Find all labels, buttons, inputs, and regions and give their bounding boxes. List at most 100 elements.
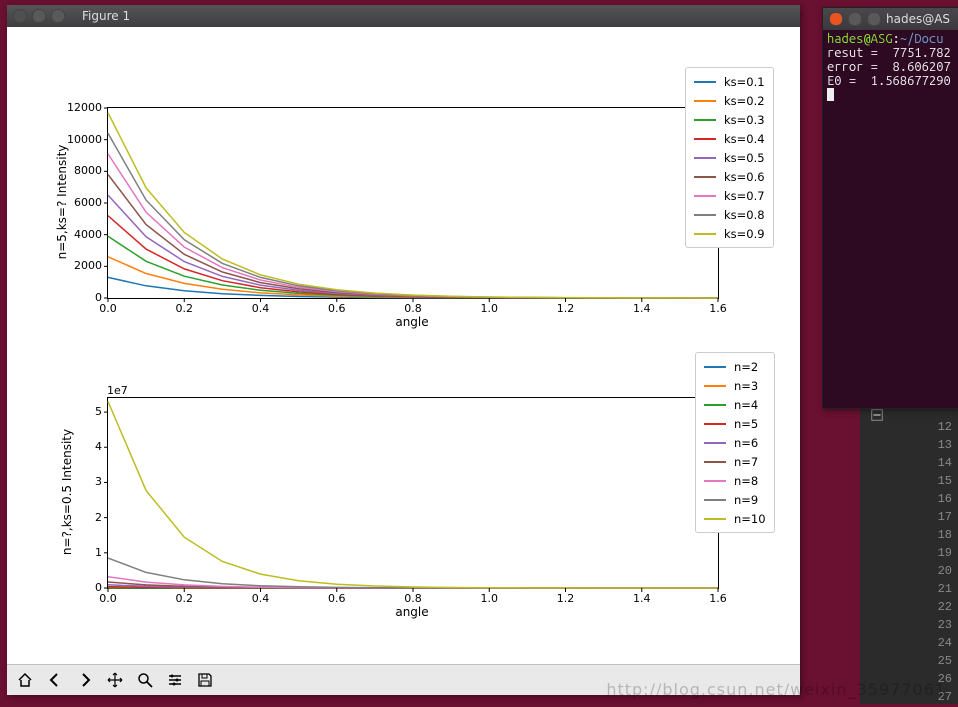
legend-swatch-icon [694, 100, 716, 102]
chart-2-sci: 1e7 [107, 384, 128, 397]
terminal-body[interactable]: hades@ASG:~/Docu resut = 7751.782 error … [823, 30, 958, 408]
xtick: 1.2 [557, 302, 575, 315]
legend-label: n=7 [734, 455, 758, 469]
configure-subplots-button[interactable] [161, 667, 189, 693]
xtick: 0.8 [404, 302, 422, 315]
desktop: 1213141516171819202122232425262728 hades… [0, 0, 958, 707]
close-icon[interactable] [829, 12, 843, 26]
legend-label: ks=0.5 [724, 151, 765, 165]
legend-label: ks=0.4 [724, 132, 765, 146]
xtick: 1.6 [709, 592, 727, 605]
save-button[interactable] [191, 667, 219, 693]
maximize-icon[interactable] [51, 9, 65, 23]
forward-button[interactable] [71, 667, 99, 693]
legend-entry: ks=0.1 [694, 72, 765, 91]
xtick: 0.8 [404, 592, 422, 605]
legend-label: n=9 [734, 493, 758, 507]
legend-entry: n=5 [704, 414, 766, 433]
chart-2-axes: 0.00.20.40.60.81.01.21.41.6012345 [107, 397, 719, 589]
figure-canvas: 0.00.20.40.60.81.01.21.41.60200040006000… [7, 27, 800, 664]
legend-swatch-icon [694, 233, 716, 235]
legend-entry: ks=0.2 [694, 91, 765, 110]
chart-2-ylabel: n=?,ks=0.5 Intensity [60, 412, 74, 572]
legend-label: ks=0.2 [724, 94, 765, 108]
legend-swatch-icon [704, 385, 726, 387]
legend-label: ks=0.9 [724, 227, 765, 241]
xtick: 0.4 [252, 302, 270, 315]
figure-window: Figure 1 0.00.20.40.60.81.01.21.41.60200… [7, 5, 800, 695]
legend-entry: ks=0.8 [694, 205, 765, 224]
back-button[interactable] [41, 667, 69, 693]
legend-entry: n=9 [704, 490, 766, 509]
legend-swatch-icon [704, 404, 726, 406]
minimize-icon[interactable] [32, 9, 46, 23]
legend-swatch-icon [704, 518, 726, 520]
pan-button[interactable] [101, 667, 129, 693]
terminal-title: hades@AS [886, 12, 950, 26]
legend-swatch-icon [694, 195, 716, 197]
xtick: 1.4 [633, 592, 651, 605]
legend-entry: n=3 [704, 376, 766, 395]
legend-entry: n=2 [704, 357, 766, 376]
collapse-icon [870, 408, 884, 426]
chart-1-axes: 0.00.20.40.60.81.01.21.41.60200040006000… [107, 107, 719, 299]
legend-swatch-icon [694, 119, 716, 121]
legend-swatch-icon [694, 138, 716, 140]
xtick: 0.2 [176, 302, 194, 315]
legend-label: n=8 [734, 474, 758, 488]
legend-entry: n=10 [704, 509, 766, 528]
legend-swatch-icon [704, 366, 726, 368]
legend-entry: n=8 [704, 471, 766, 490]
xtick: 0.4 [252, 592, 270, 605]
xtick: 1.0 [481, 592, 499, 605]
chart-1-xlabel: angle [107, 315, 717, 329]
legend-entry: n=4 [704, 395, 766, 414]
legend-entry: n=6 [704, 433, 766, 452]
legend-label: ks=0.8 [724, 208, 765, 222]
legend-label: n=4 [734, 398, 758, 412]
legend-label: n=5 [734, 417, 758, 431]
ytick: 0 [52, 581, 102, 594]
legend-label: n=10 [734, 512, 766, 526]
legend-label: n=6 [734, 436, 758, 450]
terminal-window: hades@AS hades@ASG:~/Docu resut = 7751.7… [822, 7, 958, 409]
legend-entry: ks=0.5 [694, 148, 765, 167]
xtick: 1.6 [709, 302, 727, 315]
chart-2: 1e7 0.00.20.40.60.81.01.21.41.6012345 n=… [7, 362, 800, 662]
maximize-icon[interactable] [867, 12, 881, 26]
chart-2-xlabel: angle [107, 605, 717, 619]
xtick: 1.2 [557, 592, 575, 605]
home-button[interactable] [11, 667, 39, 693]
legend-entry: ks=0.6 [694, 167, 765, 186]
watermark: http://blog.csun.net/weixin_35977061 [606, 680, 946, 699]
xtick: 0.6 [328, 592, 346, 605]
chart-2-legend: n=2 n=3 n=4 n=5 n=6 n=7 n=8 n=9 [695, 352, 775, 533]
editor-gutter: 1213141516171819202122232425262728 [860, 400, 958, 704]
figure-titlebar[interactable]: Figure 1 [7, 5, 800, 27]
chart-1-legend: ks=0.1 ks=0.2 ks=0.3 ks=0.4 ks=0.5 ks=0.… [685, 67, 774, 248]
terminal-titlebar[interactable]: hades@AS [823, 8, 958, 30]
ytick: 12000 [52, 101, 102, 114]
legend-label: ks=0.3 [724, 113, 765, 127]
legend-label: ks=0.7 [724, 189, 765, 203]
term-prompt-host: hades@ASG [827, 32, 893, 46]
zoom-button[interactable] [131, 667, 159, 693]
xtick: 0.2 [176, 592, 194, 605]
xtick: 1.0 [481, 302, 499, 315]
ytick: 0 [52, 291, 102, 304]
close-icon[interactable] [13, 9, 27, 23]
legend-label: ks=0.1 [724, 75, 765, 89]
chart-1: 0.00.20.40.60.81.01.21.41.60200040006000… [7, 67, 800, 367]
legend-entry: ks=0.3 [694, 110, 765, 129]
xtick: 1.4 [633, 302, 651, 315]
legend-swatch-icon [704, 461, 726, 463]
legend-swatch-icon [694, 157, 716, 159]
legend-swatch-icon [694, 176, 716, 178]
legend-label: n=2 [734, 360, 758, 374]
legend-swatch-icon [694, 214, 716, 216]
window-title: Figure 1 [82, 9, 130, 23]
legend-label: ks=0.6 [724, 170, 765, 184]
minimize-icon[interactable] [848, 12, 862, 26]
legend-entry: n=7 [704, 452, 766, 471]
legend-swatch-icon [704, 499, 726, 501]
